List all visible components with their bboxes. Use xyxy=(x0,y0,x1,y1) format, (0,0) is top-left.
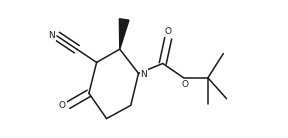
Text: N: N xyxy=(48,31,55,40)
Text: O: O xyxy=(59,101,66,110)
Polygon shape xyxy=(119,19,129,49)
Text: O: O xyxy=(165,26,172,35)
Text: O: O xyxy=(181,80,188,89)
Text: N: N xyxy=(140,70,147,79)
